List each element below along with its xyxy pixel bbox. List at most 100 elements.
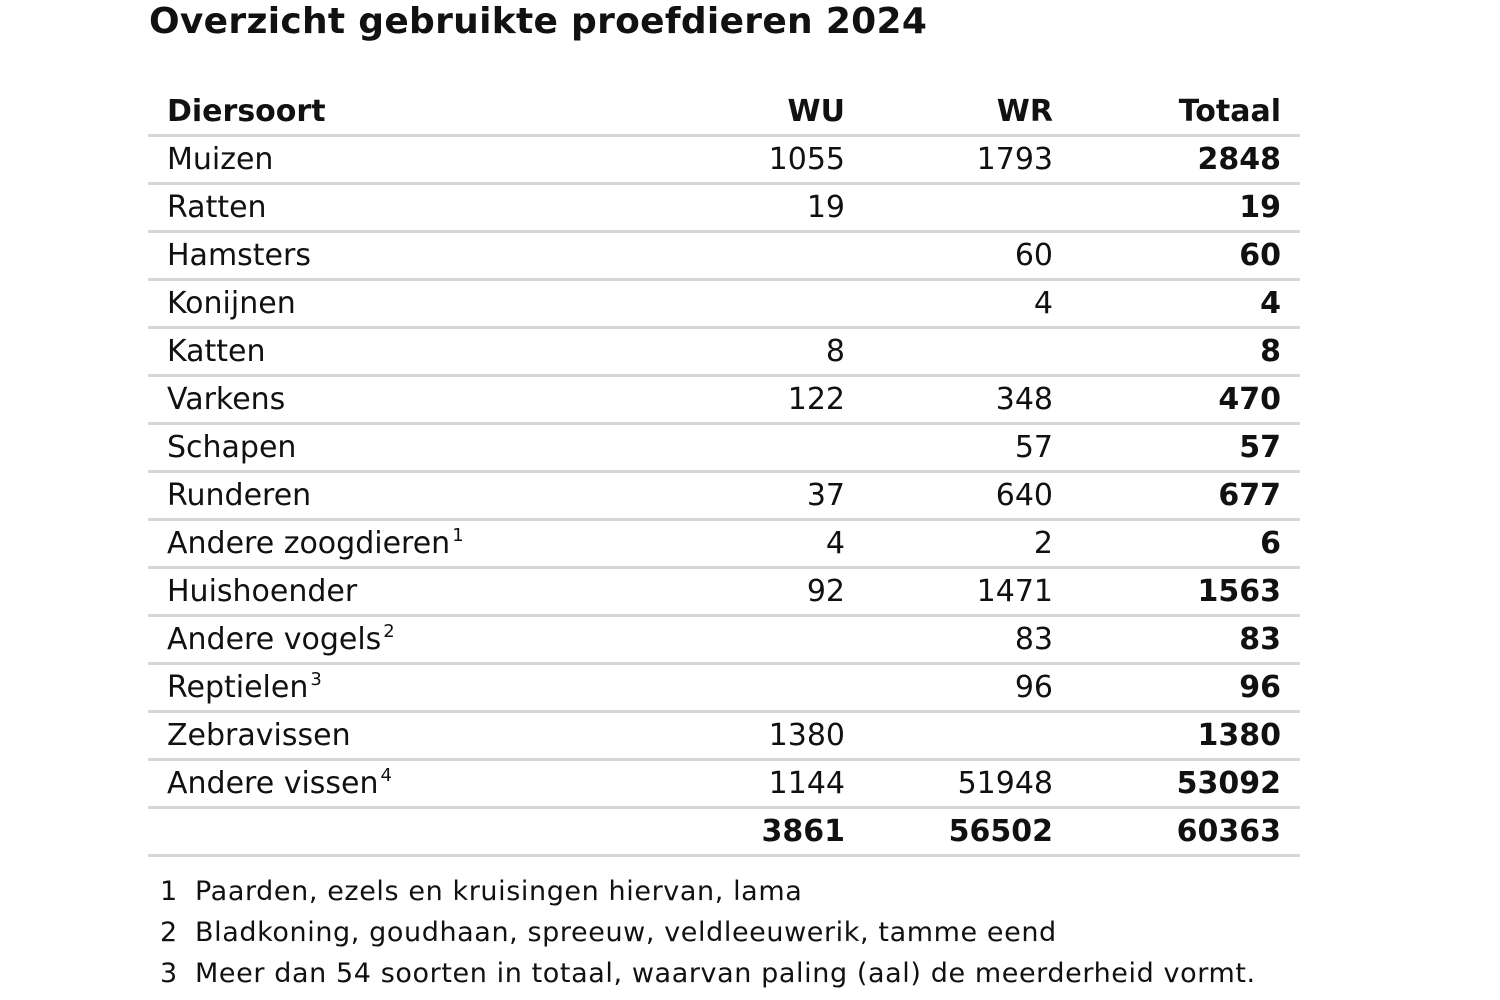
wr-cell: 51948 bbox=[864, 759, 1072, 809]
wr-cell: 2 bbox=[864, 519, 1072, 569]
animal-usage-table: Diersoort WU WR Totaal Muizen 1055 1793 … bbox=[148, 89, 1300, 857]
wu-cell: 1055 bbox=[656, 135, 864, 185]
totals-label-cell bbox=[148, 807, 656, 857]
table-row: Andere vissen 4 1144 51948 53092 bbox=[148, 759, 1300, 809]
totals-row: 3861 56502 60363 bbox=[148, 807, 1300, 857]
table-row: Ratten 19 19 bbox=[148, 183, 1300, 233]
footnote-number: 1 bbox=[160, 876, 178, 907]
header-total: Totaal bbox=[1072, 89, 1300, 137]
table-row: Andere zoogdieren 1 4 2 6 bbox=[148, 519, 1300, 569]
wu-cell: 37 bbox=[656, 471, 864, 521]
footnote-marker: 4 bbox=[380, 765, 392, 786]
total-cell: 96 bbox=[1072, 663, 1300, 713]
footnotes: 1 Paarden, ezels en kruisingen hiervan, l… bbox=[160, 871, 1256, 994]
species-name: Varkens bbox=[167, 382, 286, 417]
table-row: Muizen 1055 1793 2848 bbox=[148, 135, 1300, 185]
species-cell: Konijnen bbox=[148, 279, 656, 329]
species-cell: Varkens bbox=[148, 375, 656, 425]
header-wu: WU bbox=[656, 89, 864, 137]
wu-cell: 8 bbox=[656, 327, 864, 377]
total-cell: 8 bbox=[1072, 327, 1300, 377]
species-name: Zebravissen bbox=[167, 718, 351, 753]
species-name: Andere zoogdieren bbox=[167, 526, 451, 561]
wu-cell: 92 bbox=[656, 567, 864, 617]
species-name: Muizen bbox=[167, 142, 274, 177]
footnote-number: 3 bbox=[160, 958, 178, 989]
wr-cell: 348 bbox=[864, 375, 1072, 425]
total-cell: 470 bbox=[1072, 375, 1300, 425]
wu-cell bbox=[656, 231, 864, 281]
footnote-marker: 1 bbox=[452, 525, 464, 546]
table-row: Zebravissen 1380 1380 bbox=[148, 711, 1300, 761]
grand-total-cell: 60363 bbox=[1072, 807, 1300, 857]
total-wr-cell: 56502 bbox=[864, 807, 1072, 857]
species-name: Ratten bbox=[167, 190, 267, 225]
total-cell: 6 bbox=[1072, 519, 1300, 569]
wr-cell bbox=[864, 183, 1072, 233]
species-name: Huishoender bbox=[167, 574, 358, 609]
species-cell: Huishoender bbox=[148, 567, 656, 617]
species-name: Katten bbox=[167, 334, 266, 369]
species-cell: Reptielen 3 bbox=[148, 663, 656, 713]
table-header-row: Diersoort WU WR Totaal bbox=[148, 89, 1300, 137]
wu-cell bbox=[656, 663, 864, 713]
header-species: Diersoort bbox=[148, 89, 656, 137]
wr-cell: 640 bbox=[864, 471, 1072, 521]
total-cell: 1380 bbox=[1072, 711, 1300, 761]
total-cell: 4 bbox=[1072, 279, 1300, 329]
wu-cell: 122 bbox=[656, 375, 864, 425]
wu-cell bbox=[656, 423, 864, 473]
species-cell: Katten bbox=[148, 327, 656, 377]
footnote-number: 2 bbox=[160, 917, 178, 948]
table-row: Katten 8 8 bbox=[148, 327, 1300, 377]
wr-cell: 57 bbox=[864, 423, 1072, 473]
wu-cell: 1380 bbox=[656, 711, 864, 761]
species-cell: Andere vogels 2 bbox=[148, 615, 656, 665]
total-cell: 677 bbox=[1072, 471, 1300, 521]
species-name: Runderen bbox=[167, 478, 312, 513]
species-cell: Hamsters bbox=[148, 231, 656, 281]
footnote: 2 Bladkoning, goudhaan, spreeuw, veldleeu… bbox=[160, 912, 1256, 953]
total-cell: 1563 bbox=[1072, 567, 1300, 617]
header-wr: WR bbox=[864, 89, 1072, 137]
table-row: Schapen 57 57 bbox=[148, 423, 1300, 473]
species-cell: Andere zoogdieren 1 bbox=[148, 519, 656, 569]
table-row: Andere vogels 2 83 83 bbox=[148, 615, 1300, 665]
footnote-marker: 3 bbox=[310, 669, 322, 690]
footnote-text: Meer dan 54 soorten in totaal, waarvan p… bbox=[195, 958, 1256, 989]
wr-cell bbox=[864, 711, 1072, 761]
footnote-text: Bladkoning, goudhaan, spreeuw, veldleeuw… bbox=[195, 917, 1057, 948]
total-cell: 83 bbox=[1072, 615, 1300, 665]
species-name: Schapen bbox=[167, 430, 297, 465]
species-name: Konijnen bbox=[167, 286, 296, 321]
table-row: Konijnen 4 4 bbox=[148, 279, 1300, 329]
wr-cell: 1793 bbox=[864, 135, 1072, 185]
wr-cell: 4 bbox=[864, 279, 1072, 329]
species-cell: Ratten bbox=[148, 183, 656, 233]
page-title: Overzicht gebruikte proefdieren 2024 bbox=[149, 1, 928, 42]
species-cell: Muizen bbox=[148, 135, 656, 185]
total-wu-cell: 3861 bbox=[656, 807, 864, 857]
wu-cell bbox=[656, 615, 864, 665]
total-cell: 60 bbox=[1072, 231, 1300, 281]
footnote-text: Paarden, ezels en kruisingen hiervan, la… bbox=[195, 876, 803, 907]
wr-cell bbox=[864, 327, 1072, 377]
species-cell: Runderen bbox=[148, 471, 656, 521]
table-row: Varkens 122 348 470 bbox=[148, 375, 1300, 425]
table-row: Hamsters 60 60 bbox=[148, 231, 1300, 281]
total-cell: 2848 bbox=[1072, 135, 1300, 185]
wu-cell: 19 bbox=[656, 183, 864, 233]
species-cell: Zebravissen bbox=[148, 711, 656, 761]
wu-cell bbox=[656, 279, 864, 329]
species-name: Andere vogels bbox=[167, 622, 382, 657]
footnote: 3 Meer dan 54 soorten in totaal, waarvan … bbox=[160, 953, 1256, 994]
total-cell: 19 bbox=[1072, 183, 1300, 233]
table-row: Reptielen 3 96 96 bbox=[148, 663, 1300, 713]
table-body: Muizen 1055 1793 2848 Ratten 19 19 Hamst… bbox=[148, 135, 1300, 857]
species-name: Andere vissen bbox=[167, 766, 379, 801]
total-cell: 57 bbox=[1072, 423, 1300, 473]
species-name: Reptielen bbox=[167, 670, 309, 705]
wr-cell: 1471 bbox=[864, 567, 1072, 617]
table-row: Runderen 37 640 677 bbox=[148, 471, 1300, 521]
species-cell: Schapen bbox=[148, 423, 656, 473]
